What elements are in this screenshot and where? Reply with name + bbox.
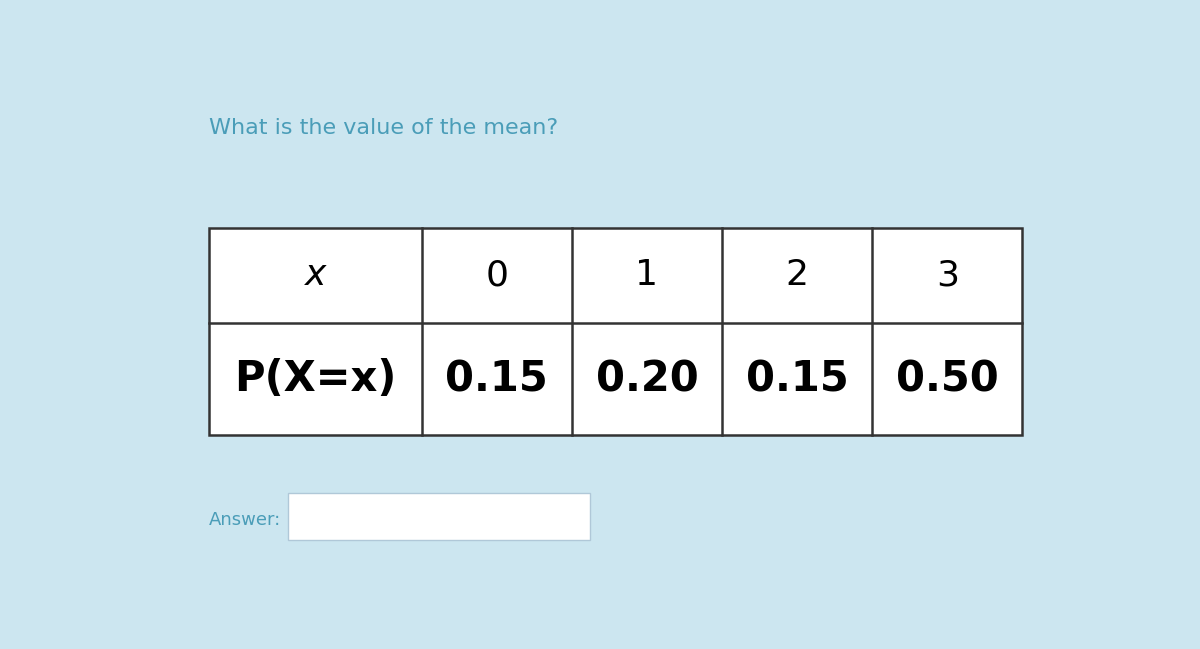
Text: 1: 1 <box>636 258 659 293</box>
Text: 3: 3 <box>936 258 959 293</box>
Text: 0: 0 <box>485 258 509 293</box>
Text: Answer:: Answer: <box>209 511 281 529</box>
Text: What is the value of the mean?: What is the value of the mean? <box>209 118 558 138</box>
FancyBboxPatch shape <box>209 228 1022 435</box>
Text: 0.15: 0.15 <box>445 358 548 400</box>
Text: 0.15: 0.15 <box>745 358 848 400</box>
Text: 0.50: 0.50 <box>896 358 998 400</box>
Text: x: x <box>305 258 326 293</box>
Text: 2: 2 <box>786 258 809 293</box>
Text: 0.20: 0.20 <box>595 358 698 400</box>
Text: P(X=x): P(X=x) <box>234 358 396 400</box>
FancyBboxPatch shape <box>288 493 590 540</box>
